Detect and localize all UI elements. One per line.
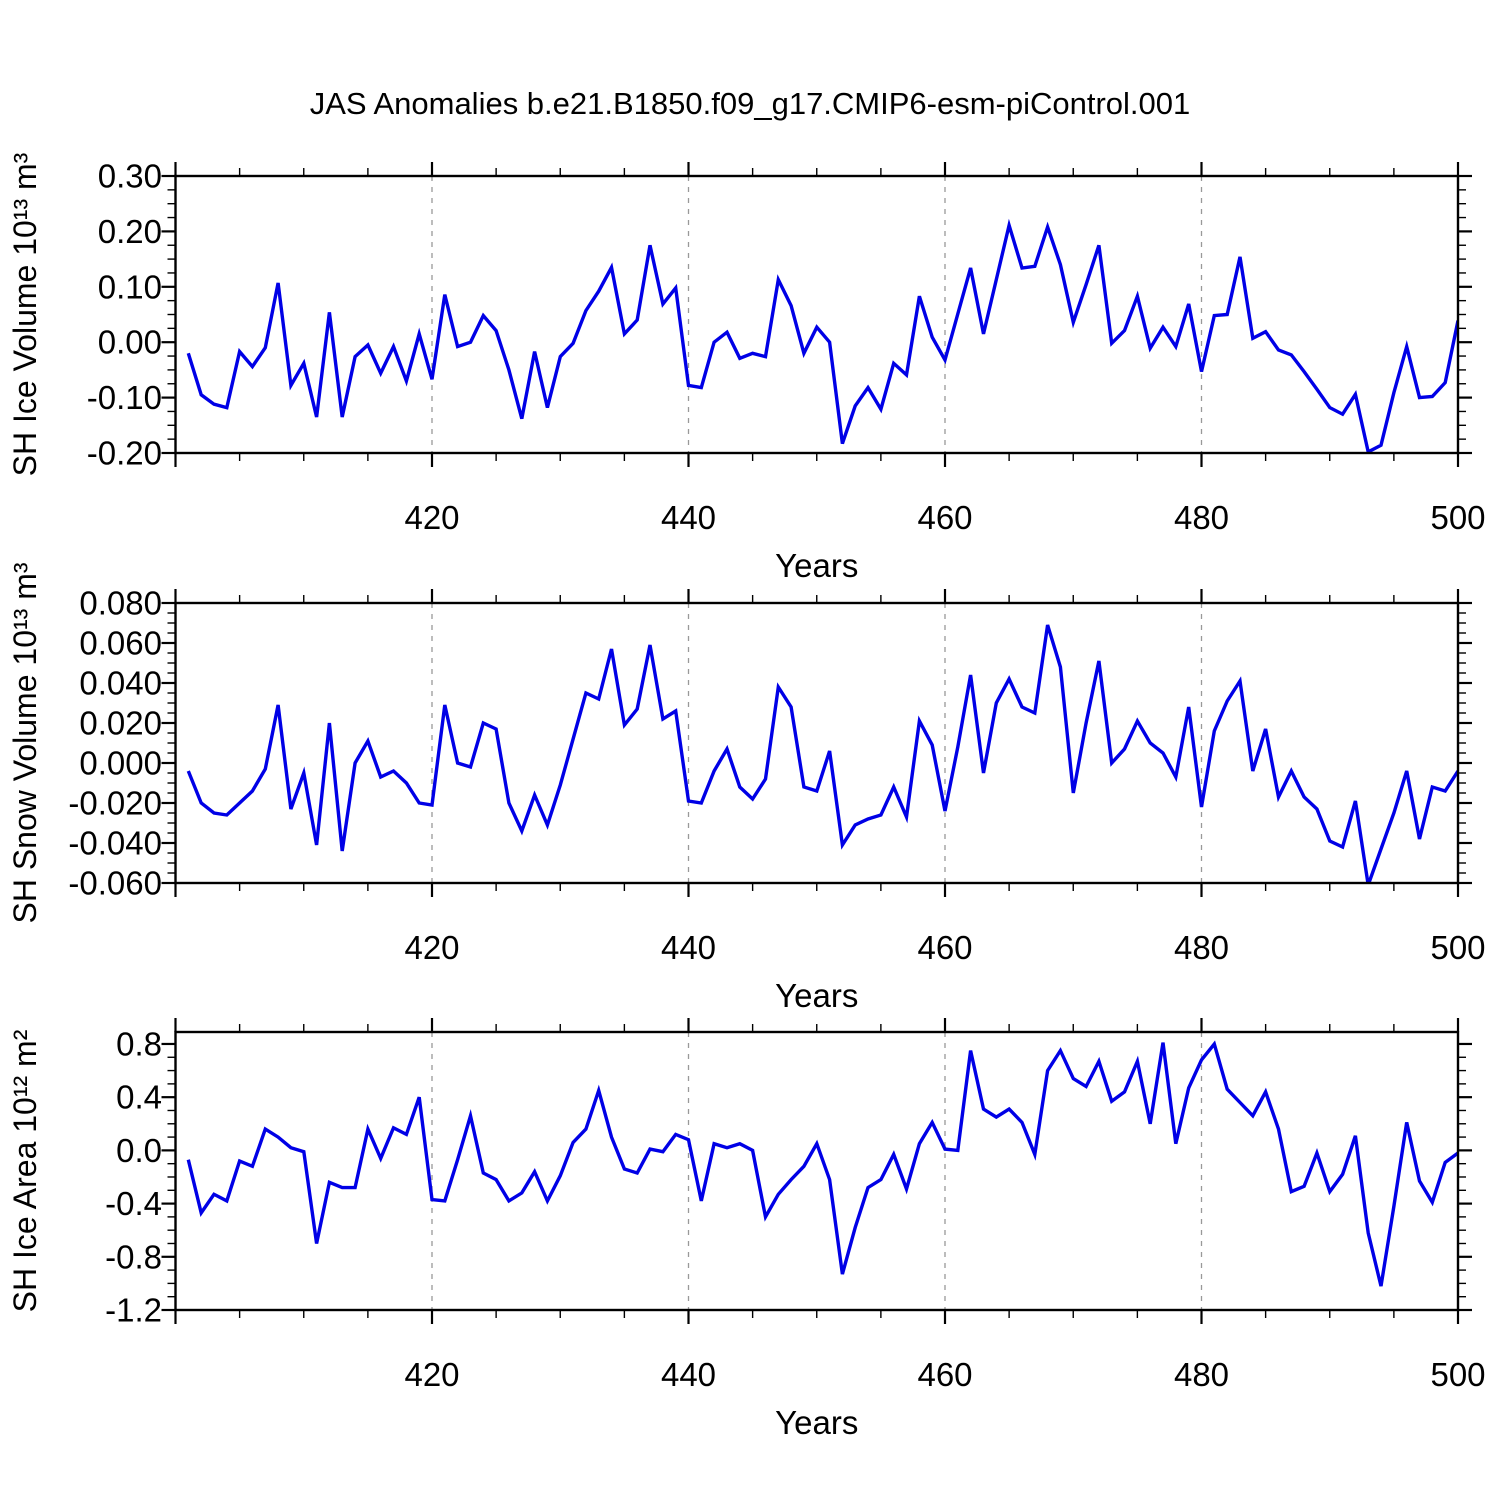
- y-tick-label: 0.4: [116, 1079, 162, 1116]
- y-tick-label: 0.000: [79, 745, 162, 782]
- x-tick-label: 420: [404, 1356, 459, 1393]
- x-tick-label: 460: [917, 929, 972, 966]
- panel-sh-ice-volume: 0.30 0.20 0.10 0.00 -0.10 -0.20 420 440 460 480 50…: [7, 152, 1486, 584]
- y-tick-label: 0.020: [79, 705, 162, 742]
- plot-frame: [174, 174, 1460, 455]
- chart-title: JAS Anomalies b.e21.B1850.f09_g17.CMIP6-…: [309, 86, 1191, 121]
- y-tick-label: -0.8: [105, 1238, 162, 1275]
- x-tick-label: 480: [1174, 499, 1229, 536]
- sh-ice-volume-line: [186, 218, 1458, 453]
- y-tick-label: 0.00: [98, 324, 162, 361]
- y-tick-label: 0.040: [79, 665, 162, 702]
- x-axis-title: Years: [775, 547, 858, 584]
- y-tick-label: 0.20: [98, 213, 162, 250]
- y-tick-label: 0.060: [79, 625, 162, 662]
- panel-sh-snow-volume: 0.0800.0600.0400.0200.000-0.020-0.040-0.…: [7, 562, 1486, 1014]
- y-tick-label: -0.060: [68, 865, 162, 902]
- x-tick-label: 480: [1174, 1356, 1229, 1393]
- y-tick-label: -1.2: [105, 1292, 162, 1329]
- y-tick-label: 0.10: [98, 268, 162, 305]
- panel-sh-ice-area: 0.8 0.4 0.0 -0.4 -0.8 -1.2 420 440 460 480 500 Year…: [7, 1018, 1486, 1441]
- y-tick-label: -0.20: [87, 435, 162, 472]
- x-tick-label: 440: [661, 929, 716, 966]
- y-tick-label: -0.10: [87, 379, 162, 416]
- x-tick-label: 460: [917, 1356, 972, 1393]
- y-tick-label: -0.4: [105, 1185, 162, 1222]
- x-tick-label: 420: [404, 499, 459, 536]
- y-axis-title: SH Ice Volume 10¹³ m³: [7, 152, 43, 476]
- y-tick-label: 0.8: [116, 1025, 162, 1062]
- x-axis-title: Years: [775, 977, 858, 1014]
- sh-snow-volume-line: [186, 624, 1458, 883]
- y-tick-label: -0.020: [68, 785, 162, 822]
- x-tick-label: 420: [404, 929, 459, 966]
- x-axis-title: Years: [775, 1404, 858, 1441]
- y-tick-label: 0.0: [116, 1132, 162, 1169]
- y-tick-label: 0.30: [98, 158, 162, 195]
- plot-frame: [174, 1030, 1460, 1312]
- x-tick-label: 440: [661, 1356, 716, 1393]
- x-tick-label: 500: [1430, 929, 1485, 966]
- x-tick-label: 440: [661, 499, 716, 536]
- sh-ice-area-line: [186, 1040, 1458, 1287]
- y-axis-title: SH Ice Area 10¹² m²: [7, 1029, 43, 1312]
- y-tick-label: 0.080: [79, 585, 162, 622]
- x-tick-label: 500: [1430, 1356, 1485, 1393]
- y-axis-title: SH Snow Volume 10¹³ m³: [7, 562, 43, 923]
- x-tick-label: 460: [917, 499, 972, 536]
- y-tick-label: -0.040: [68, 825, 162, 862]
- x-tick-label: 500: [1430, 499, 1485, 536]
- x-tick-label: 480: [1174, 929, 1229, 966]
